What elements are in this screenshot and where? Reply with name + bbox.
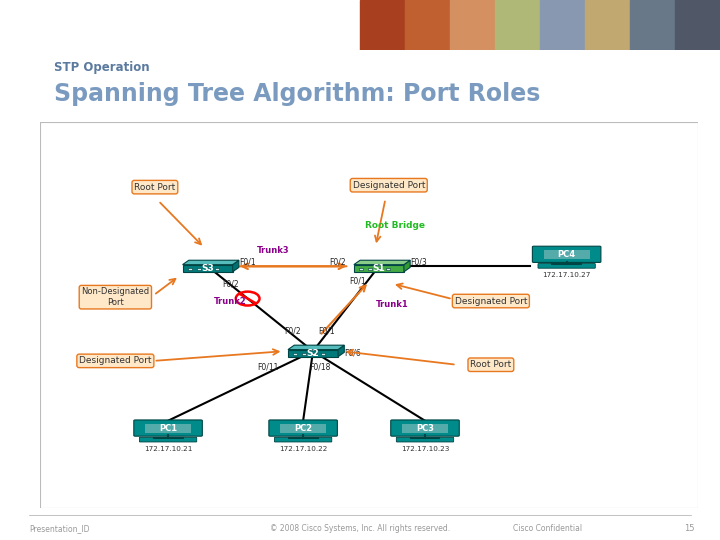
- FancyBboxPatch shape: [402, 423, 448, 433]
- FancyBboxPatch shape: [288, 349, 338, 357]
- Text: Presentation_ID: Presentation_ID: [29, 524, 89, 532]
- FancyBboxPatch shape: [140, 437, 197, 442]
- FancyBboxPatch shape: [391, 420, 459, 436]
- FancyBboxPatch shape: [145, 423, 191, 433]
- Bar: [369, 268, 372, 270]
- Bar: [540, 0, 585, 50]
- Text: STP Operation: STP Operation: [54, 61, 150, 74]
- Text: Root Port: Root Port: [134, 183, 176, 192]
- Text: F0/1: F0/1: [349, 276, 366, 286]
- FancyBboxPatch shape: [274, 437, 332, 442]
- Text: F0/1: F0/1: [318, 326, 335, 335]
- Text: 172.17.10.21: 172.17.10.21: [144, 446, 192, 452]
- Text: Cisco Confidential: Cisco Confidential: [513, 524, 582, 532]
- Bar: [188, 268, 192, 270]
- Text: PC4: PC4: [557, 250, 576, 259]
- Text: F0/18: F0/18: [310, 363, 331, 372]
- Text: F0/1: F0/1: [239, 257, 256, 266]
- Bar: [675, 0, 720, 50]
- Polygon shape: [233, 260, 239, 272]
- Text: Non-Designated
Port: Non-Designated Port: [81, 287, 150, 307]
- Bar: [377, 268, 382, 270]
- Text: Trunk3: Trunk3: [257, 246, 289, 254]
- Bar: [320, 353, 325, 355]
- Text: aludu: aludu: [9, 9, 30, 18]
- Text: Trunk2: Trunk2: [214, 296, 247, 306]
- Bar: [360, 0, 405, 50]
- Text: Trunk1: Trunk1: [376, 300, 408, 309]
- Text: S3: S3: [201, 264, 214, 273]
- Bar: [206, 268, 210, 270]
- Bar: [405, 0, 450, 50]
- Bar: [495, 0, 540, 50]
- Bar: [359, 268, 364, 270]
- Text: Designated Port: Designated Port: [79, 356, 152, 366]
- FancyBboxPatch shape: [538, 264, 595, 268]
- Text: Designated Port: Designated Port: [454, 296, 527, 306]
- Text: F0/11: F0/11: [257, 363, 279, 372]
- FancyBboxPatch shape: [183, 265, 233, 272]
- Text: S1: S1: [372, 264, 385, 273]
- Bar: [585, 0, 630, 50]
- Text: Root Port: Root Port: [470, 360, 511, 369]
- Text: Root Bridge: Root Bridge: [365, 221, 426, 230]
- Text: 15: 15: [684, 524, 695, 532]
- Text: F0/6: F0/6: [345, 349, 361, 357]
- FancyBboxPatch shape: [396, 437, 454, 442]
- Bar: [630, 0, 675, 50]
- Text: CISCO.: CISCO.: [9, 26, 42, 35]
- Polygon shape: [338, 345, 344, 357]
- FancyBboxPatch shape: [134, 420, 202, 436]
- Bar: [387, 268, 390, 270]
- Polygon shape: [288, 345, 344, 349]
- Text: PC1: PC1: [159, 423, 177, 433]
- Polygon shape: [183, 260, 239, 265]
- Bar: [302, 353, 307, 355]
- Bar: [294, 353, 297, 355]
- Text: 172.17.10.23: 172.17.10.23: [401, 446, 449, 452]
- FancyBboxPatch shape: [532, 246, 601, 262]
- FancyBboxPatch shape: [269, 420, 338, 436]
- Text: PC3: PC3: [416, 423, 434, 433]
- Text: F0/2: F0/2: [222, 279, 239, 288]
- Polygon shape: [404, 260, 410, 272]
- Text: F0/2: F0/2: [284, 326, 301, 335]
- Bar: [450, 0, 495, 50]
- Text: F0/2: F0/2: [329, 257, 346, 266]
- Text: S2: S2: [307, 349, 320, 358]
- FancyBboxPatch shape: [280, 423, 326, 433]
- FancyBboxPatch shape: [354, 265, 404, 272]
- Polygon shape: [354, 260, 410, 265]
- Bar: [215, 268, 219, 270]
- Text: Designated Port: Designated Port: [353, 181, 425, 190]
- Text: Spanning Tree Algorithm: Port Roles: Spanning Tree Algorithm: Port Roles: [54, 82, 541, 105]
- Text: © 2008 Cisco Systems, Inc. All rights reserved.: © 2008 Cisco Systems, Inc. All rights re…: [270, 524, 450, 532]
- Text: PC2: PC2: [294, 423, 312, 433]
- FancyBboxPatch shape: [544, 250, 590, 259]
- Bar: [197, 268, 201, 270]
- Text: F0/3: F0/3: [410, 257, 427, 266]
- Bar: [312, 353, 315, 355]
- Text: 172.17.10.27: 172.17.10.27: [542, 273, 591, 279]
- Text: 172.17.10.22: 172.17.10.22: [279, 446, 328, 452]
